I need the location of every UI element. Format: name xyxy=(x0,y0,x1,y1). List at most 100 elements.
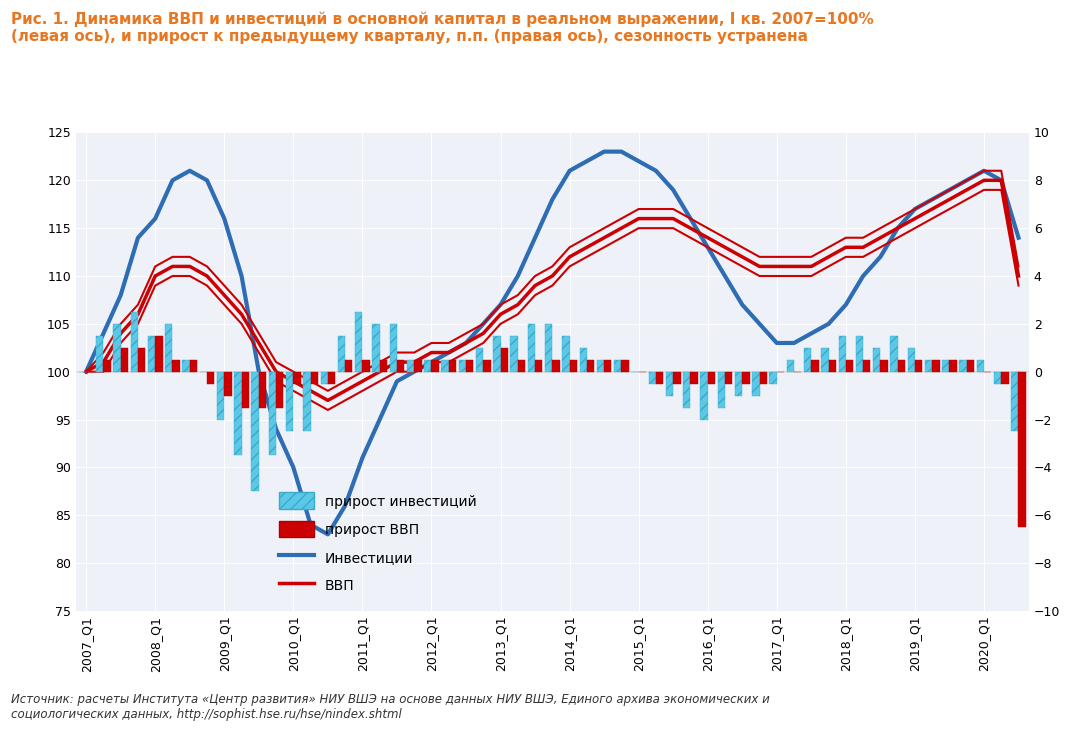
Bar xyxy=(753,372,759,396)
Bar xyxy=(431,360,439,372)
Bar xyxy=(977,360,984,372)
Text: Источник: расчеты Института «Центр развития» НИУ ВШЭ на основе данных НИУ ВШЭ, Е: Источник: расчеты Института «Центр разви… xyxy=(11,693,770,721)
Bar xyxy=(1018,372,1026,527)
Bar xyxy=(562,336,570,372)
Bar xyxy=(303,372,311,431)
Bar xyxy=(380,360,387,372)
Bar xyxy=(856,336,863,372)
Bar xyxy=(535,360,543,372)
Bar xyxy=(967,360,974,372)
Bar xyxy=(674,372,680,383)
Bar xyxy=(701,372,707,420)
Bar xyxy=(622,360,629,372)
Bar xyxy=(614,360,622,372)
Bar xyxy=(925,360,932,372)
Bar xyxy=(259,372,266,408)
Bar xyxy=(407,360,414,372)
Bar xyxy=(448,360,456,372)
Bar xyxy=(172,360,180,372)
Bar xyxy=(742,372,749,383)
Bar xyxy=(604,360,612,372)
Bar xyxy=(224,372,232,396)
Bar xyxy=(165,324,172,372)
Bar xyxy=(155,336,162,372)
Bar xyxy=(338,336,345,372)
Bar xyxy=(510,336,518,372)
Bar xyxy=(545,324,552,372)
Bar xyxy=(363,360,369,372)
Bar xyxy=(182,360,190,372)
Bar xyxy=(459,360,466,372)
Legend: прирост инвестиций, прирост ВВП, Инвестиции, ВВП: прирост инвестиций, прирост ВВП, Инвести… xyxy=(273,487,482,599)
Bar xyxy=(579,347,587,372)
Bar xyxy=(286,372,293,431)
Bar xyxy=(950,360,956,372)
Bar xyxy=(1012,372,1018,431)
Bar xyxy=(148,336,155,372)
Bar xyxy=(898,360,905,372)
Bar xyxy=(442,360,448,372)
Bar xyxy=(397,360,404,372)
Bar xyxy=(466,360,473,372)
Bar xyxy=(915,360,923,372)
Bar xyxy=(355,312,363,372)
Bar xyxy=(838,336,846,372)
Bar xyxy=(707,372,715,383)
Bar xyxy=(570,360,577,372)
Bar xyxy=(328,372,336,383)
Bar xyxy=(96,336,104,372)
Bar xyxy=(518,360,525,372)
Bar xyxy=(880,360,888,372)
Bar xyxy=(552,360,560,372)
Bar xyxy=(217,372,224,420)
Bar xyxy=(500,347,508,372)
Bar xyxy=(942,360,950,372)
Bar xyxy=(811,360,819,372)
Bar xyxy=(932,360,939,372)
Bar xyxy=(483,360,491,372)
Bar xyxy=(425,360,431,372)
Bar xyxy=(908,347,915,372)
Bar xyxy=(190,360,197,372)
Bar xyxy=(683,372,691,408)
Bar xyxy=(769,372,777,383)
Bar xyxy=(846,360,853,372)
Bar xyxy=(725,372,732,383)
Bar xyxy=(828,360,836,372)
Bar xyxy=(527,324,535,372)
Bar xyxy=(656,372,663,383)
Bar xyxy=(251,372,259,492)
Bar xyxy=(873,347,880,372)
Bar xyxy=(649,372,656,383)
Bar xyxy=(276,372,284,408)
Text: Рис. 1. Динамика ВВП и инвестиций в основной капитал в реальном выражении, I кв.: Рис. 1. Динамика ВВП и инвестиций в осно… xyxy=(11,11,874,44)
Bar xyxy=(207,372,214,383)
Bar xyxy=(863,360,871,372)
Bar xyxy=(373,324,380,372)
Bar xyxy=(104,360,110,372)
Bar xyxy=(821,347,828,372)
Bar xyxy=(597,360,604,372)
Bar xyxy=(691,372,697,383)
Bar xyxy=(138,347,145,372)
Bar xyxy=(242,372,249,408)
Bar xyxy=(587,360,595,372)
Bar xyxy=(786,360,794,372)
Bar xyxy=(131,312,138,372)
Bar xyxy=(321,372,328,383)
Bar xyxy=(666,372,674,396)
Bar xyxy=(120,347,128,372)
Bar xyxy=(735,372,742,396)
Bar xyxy=(311,372,318,383)
Bar xyxy=(1001,372,1008,383)
Bar xyxy=(234,372,242,456)
Bar xyxy=(269,372,276,456)
Bar xyxy=(994,372,1001,383)
Bar xyxy=(414,360,421,372)
Bar xyxy=(718,372,725,408)
Bar xyxy=(475,347,483,372)
Bar xyxy=(759,372,767,383)
Bar xyxy=(890,336,898,372)
Bar xyxy=(390,324,397,372)
Bar xyxy=(960,360,967,372)
